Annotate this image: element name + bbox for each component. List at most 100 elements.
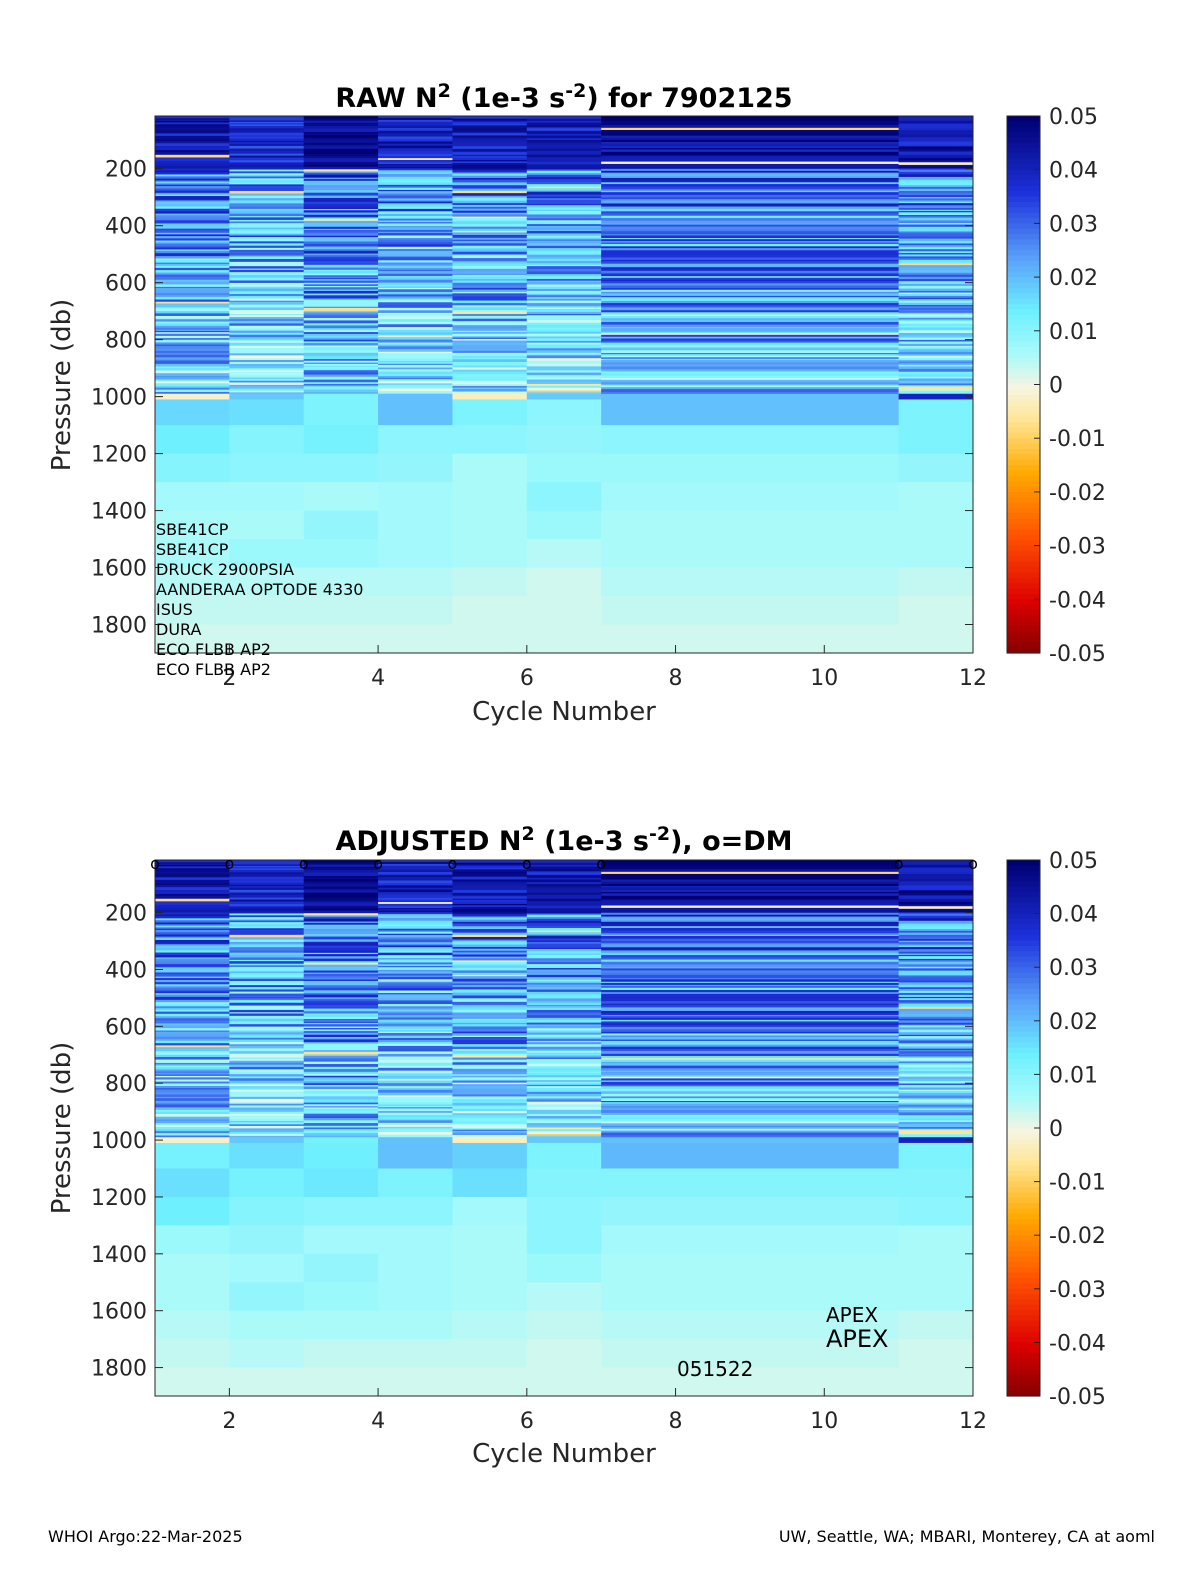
heatmap-cell: [229, 973, 305, 976]
colorbar-swatch: [1007, 524, 1040, 531]
heatmap-cell: [303, 306, 379, 309]
heatmap-cell: [452, 909, 528, 911]
heatmap-cell: [898, 1112, 974, 1116]
heatmap-cell: [378, 379, 453, 382]
heatmap-cell: [601, 1080, 900, 1083]
heatmap-cell: [526, 943, 602, 947]
heatmap-cell: [898, 174, 974, 178]
heatmap-cell: [452, 967, 528, 971]
heatmap-cell: [378, 174, 453, 178]
heatmap-cell: [526, 1061, 602, 1065]
heatmap-cell: [378, 351, 453, 354]
heatmap-cell: [526, 1015, 602, 1019]
heatmap-cell: [229, 943, 305, 946]
heatmap-cell: [303, 947, 379, 950]
heatmap-cell: [526, 354, 602, 357]
heatmap-cell: [378, 1007, 453, 1010]
colorbar-swatch: [1007, 207, 1040, 214]
heatmap-cell: [452, 1117, 528, 1121]
heatmap-cell: [526, 350, 602, 354]
heatmap-cell: [378, 877, 453, 880]
heatmap-cell: [229, 1086, 305, 1090]
colorbar-swatch: [1007, 1347, 1040, 1354]
heatmap-cell: [601, 904, 900, 907]
heatmap-cell: [155, 1003, 230, 1007]
heatmap-cell: [303, 219, 379, 222]
heatmap-cell: [155, 357, 230, 361]
heatmap-cell: [229, 1034, 305, 1037]
heatmap-cell: [601, 252, 900, 256]
heatmap-cell: [155, 982, 230, 985]
heatmap-cell: [898, 1046, 974, 1050]
heatmap-cell: [452, 567, 528, 597]
heatmap-cell: [526, 210, 602, 214]
heatmap-cell: [898, 912, 974, 914]
heatmap-cell: [229, 188, 305, 192]
heatmap-cell: [303, 393, 379, 400]
heatmap-cell: [452, 1037, 528, 1039]
colorbar-swatch: [1007, 465, 1040, 472]
heatmap-cell: [898, 273, 974, 276]
heatmap-cell: [526, 399, 602, 426]
heatmap-cell: [526, 315, 602, 318]
heatmap-cell: [452, 124, 528, 126]
heatmap-cell: [303, 997, 379, 1000]
heatmap-cell: [526, 146, 602, 149]
heatmap-cell: [452, 1101, 528, 1104]
heatmap-cell: [378, 1023, 453, 1027]
heatmap-cell: [601, 329, 900, 333]
heatmap-cell: [452, 330, 528, 333]
heatmap-cell: [452, 371, 528, 375]
colorbar-swatch: [1007, 1020, 1040, 1027]
heatmap-cell: [303, 185, 379, 188]
heatmap-cell: [452, 860, 528, 864]
colorbar-swatch: [1007, 175, 1040, 182]
heatmap-cell: [452, 956, 528, 959]
heatmap-cell: [378, 212, 453, 215]
heatmap-cell: [155, 1103, 230, 1106]
heatmap-cell: [378, 975, 453, 978]
heatmap-cell: [303, 951, 379, 954]
heatmap-cell: [378, 256, 453, 259]
heatmap-cell: [526, 264, 602, 267]
heatmap-cell: [155, 228, 230, 231]
heatmap-cell: [452, 172, 528, 174]
heatmap-cell: [155, 383, 230, 387]
heatmap-cell: [303, 910, 379, 914]
heatmap-cell: [526, 313, 602, 316]
heatmap-cell: [155, 150, 230, 153]
heatmap-cell: [303, 1028, 379, 1030]
heatmap-cell: [526, 167, 602, 170]
heatmap-cell: [303, 330, 379, 333]
heatmap-cell: [601, 129, 900, 134]
heatmap-cell: [303, 972, 379, 975]
heatmap-cell: [155, 217, 230, 221]
heatmap-cell: [229, 233, 305, 237]
y-tick-label: 200: [105, 158, 147, 183]
heatmap-cell: [898, 1071, 974, 1074]
heatmap-cell: [526, 984, 602, 988]
colorbar-tick-label: 0.02: [1049, 266, 1098, 291]
heatmap-cell: [601, 291, 900, 294]
heatmap-cell: [526, 953, 602, 956]
heatmap-cell: [452, 210, 528, 214]
heatmap-cell: [155, 1310, 230, 1340]
heatmap-cell: [378, 150, 453, 154]
colorbar-swatch: [1007, 1245, 1040, 1252]
heatmap-cell: [601, 1089, 900, 1092]
heatmap-cell: [452, 160, 528, 162]
heatmap-cell: [303, 135, 379, 139]
heatmap-cell: [452, 995, 528, 999]
heatmap-cell: [229, 142, 305, 145]
heatmap-cell: [526, 1111, 602, 1115]
heatmap-cell: [601, 266, 900, 268]
heatmap-cell: [229, 971, 305, 974]
heatmap-cell: [601, 482, 900, 512]
heatmap-cell: [898, 311, 974, 314]
heatmap-cell: [526, 1168, 602, 1198]
heatmap-cell: [303, 596, 379, 626]
heatmap-cell: [155, 918, 230, 921]
heatmap-cell: [378, 155, 453, 159]
heatmap-cell: [452, 898, 528, 901]
heatmap-cell: [229, 340, 305, 344]
